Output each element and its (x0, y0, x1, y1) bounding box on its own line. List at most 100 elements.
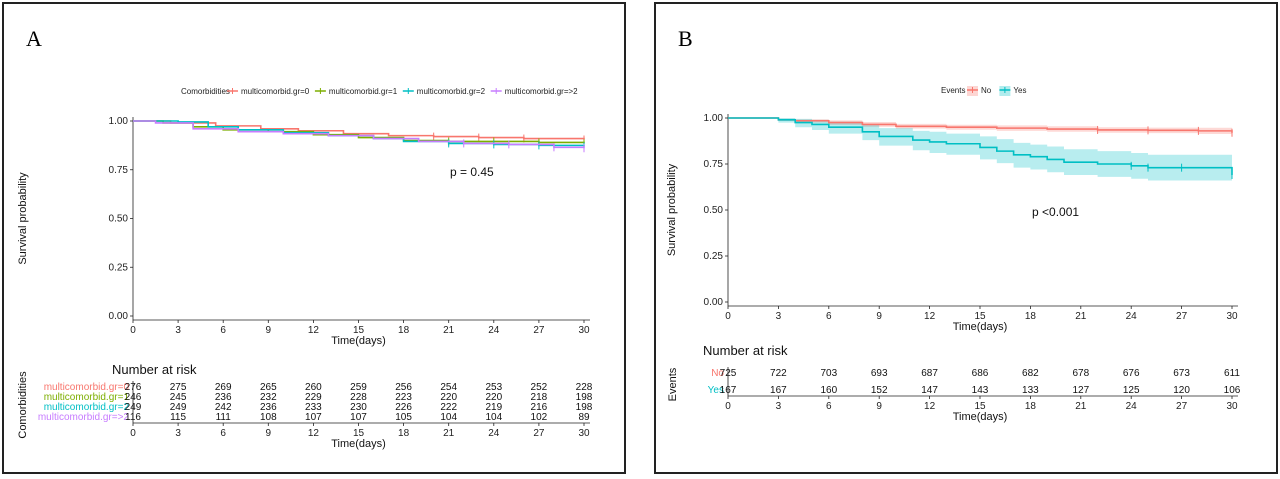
risk-x-tick-label: 24 (488, 428, 500, 439)
x-axis-title: Time(days) (331, 335, 386, 347)
survival-curve-multicomorbid.gr=>2 (133, 120, 585, 149)
risk-value: 693 (871, 368, 888, 379)
survival-curve-multicomorbid.gr=1 (133, 120, 585, 144)
risk-table-title: Number at risk (703, 343, 788, 358)
km-chart-b: B Events No Yes 0.00 0.25 0.50 0.75 1.00 0 3 6 9 12 15… (666, 26, 1241, 423)
x-tick-label: 12 (924, 311, 936, 322)
risk-x-tick-label: 0 (725, 401, 731, 412)
x-tick-label: 30 (578, 325, 590, 336)
risk-x-tick-label: 12 (308, 428, 320, 439)
risk-value: 228 (350, 392, 367, 403)
risk-value: 147 (921, 385, 938, 396)
confidence-band-Yes (728, 118, 1232, 192)
y-tick-label: 0.00 (109, 311, 129, 322)
risk-value: 226 (395, 402, 412, 413)
risk-value: 722 (770, 368, 787, 379)
risk-x-tick-label: 30 (578, 428, 590, 439)
legend-label: multicomorbid.gr=2 (417, 87, 486, 96)
risk-value: 107 (350, 412, 367, 423)
risk-value: 242 (215, 402, 232, 413)
x-tick-label: 21 (443, 325, 455, 336)
risk-value: 686 (972, 368, 989, 379)
x-tick-label: 30 (1226, 311, 1238, 322)
risk-x-tick-label: 9 (266, 428, 272, 439)
x-tick-label: 3 (776, 311, 782, 322)
risk-value: 254 (440, 382, 457, 393)
x-tick-label: 27 (533, 325, 545, 336)
risk-x-tick-label: 3 (776, 401, 782, 412)
x-tick-label: 12 (308, 325, 320, 336)
risk-x-tick-label: 3 (175, 428, 181, 439)
risk-x-tick-label: 27 (533, 428, 545, 439)
risk-x-axis-title: Time(days) (953, 411, 1008, 423)
x-tick-label: 27 (1176, 311, 1188, 322)
risk-value: 106 (1224, 385, 1241, 396)
x-tick-label: 9 (266, 325, 272, 336)
risk-value: 676 (1123, 368, 1140, 379)
risk-value: 152 (871, 385, 888, 396)
risk-value: 143 (972, 385, 989, 396)
risk-value: 269 (215, 382, 232, 393)
risk-value: 265 (260, 382, 277, 393)
risk-value: 133 (1022, 385, 1039, 396)
risk-x-tick-label: 9 (876, 401, 882, 412)
x-tick-label: 18 (398, 325, 410, 336)
panel-label: A (26, 26, 42, 51)
y-tick-label: 0.50 (704, 205, 724, 216)
legend-title: Events (941, 86, 965, 95)
risk-value: 104 (440, 412, 457, 423)
risk-y-axis-title: Comorbidities (17, 371, 29, 439)
legend-label: multicomorbid.gr=1 (329, 87, 398, 96)
risk-row-label: multicomorbid.gr=0 (44, 382, 130, 393)
legend-label: multicomorbid.gr=>2 (505, 87, 578, 96)
x-tick-label: 9 (876, 311, 882, 322)
x-tick-label: 6 (826, 311, 832, 322)
risk-x-tick-label: 30 (1226, 401, 1238, 412)
x-tick-label: 21 (1075, 311, 1087, 322)
p-value: p <0.001 (1032, 205, 1079, 219)
risk-x-tick-label: 24 (1126, 401, 1138, 412)
survival-curve-multicomorbid.gr=0 (133, 120, 585, 140)
risk-value: 259 (350, 382, 367, 393)
legend-title: Comorbidities (181, 87, 230, 96)
y-tick-label: 1.00 (704, 113, 724, 124)
y-tick-label: 0.75 (704, 159, 724, 170)
risk-row-label: Yes (708, 385, 724, 396)
risk-value: 256 (395, 382, 412, 393)
risk-value: 703 (820, 368, 837, 379)
risk-x-axis-title: Time(days) (331, 438, 386, 450)
risk-row-label: No (711, 368, 724, 379)
risk-value: 167 (770, 385, 787, 396)
risk-value: 120 (1173, 385, 1190, 396)
panel-label: B (678, 26, 693, 51)
risk-x-tick-label: 6 (220, 428, 226, 439)
risk-x-tick-label: 12 (924, 401, 936, 412)
risk-value: 687 (921, 368, 938, 379)
x-tick-label: 3 (175, 325, 181, 336)
risk-value: 233 (305, 402, 322, 413)
km-chart-a: A Comorbidities multicomorbid.gr=0 multicom… (17, 26, 593, 450)
risk-value: 236 (215, 392, 232, 403)
risk-value: 253 (485, 382, 502, 393)
risk-value: 678 (1072, 368, 1089, 379)
x-tick-label: 15 (974, 311, 986, 322)
risk-value: 219 (485, 402, 502, 413)
risk-x-tick-label: 6 (826, 401, 832, 412)
risk-value: 127 (1072, 385, 1089, 396)
risk-value: 111 (216, 412, 232, 423)
p-value: p = 0.45 (450, 165, 494, 179)
risk-value: 105 (395, 412, 412, 423)
risk-value: 198 (576, 392, 593, 403)
risk-value: 220 (440, 392, 457, 403)
risk-value: 232 (260, 392, 277, 403)
y-tick-label: 0.75 (109, 165, 129, 176)
risk-x-tick-label: 18 (1025, 401, 1037, 412)
risk-table-title: Number at risk (112, 362, 197, 377)
risk-value: 611 (1224, 368, 1240, 379)
risk-value: 228 (576, 382, 593, 393)
risk-value: 107 (305, 412, 322, 423)
survival-curve-Yes (728, 117, 1233, 176)
x-axis-title: Time(days) (953, 321, 1008, 333)
risk-value: 230 (350, 402, 367, 413)
risk-x-tick-label: 15 (974, 401, 986, 412)
